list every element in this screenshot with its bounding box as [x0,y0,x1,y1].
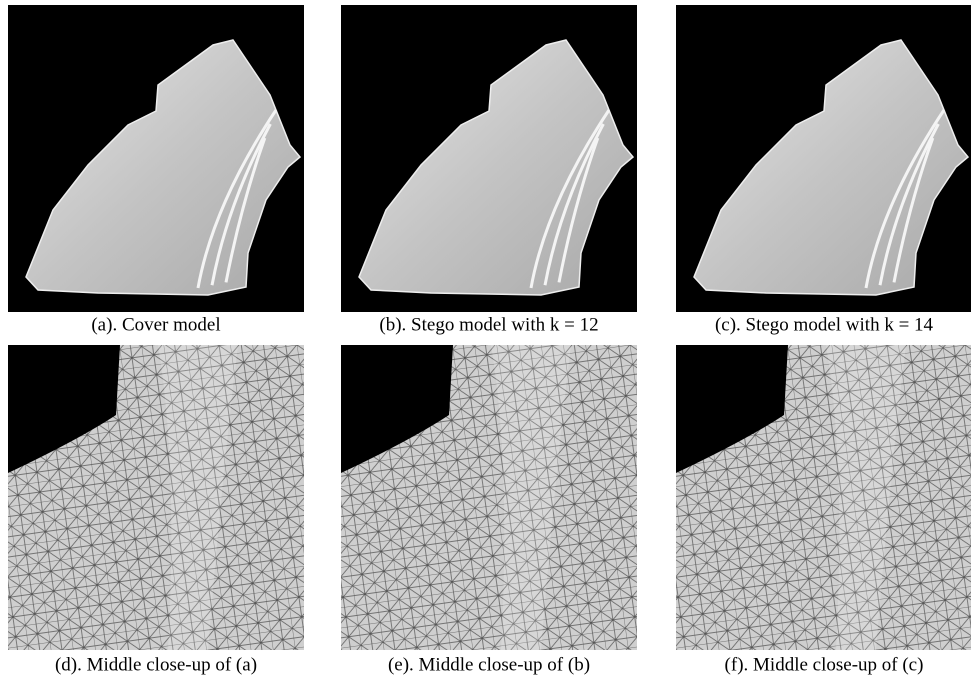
caption: (c). Stego model with k = 14 [715,314,934,335]
panel [676,345,971,650]
figure: (a). Cover model (b). Stego model with k … [0,0,971,683]
panel [341,5,637,312]
panel [341,345,637,650]
page: (a). Cover model (b). Stego model with k … [0,0,971,683]
caption: (a). Cover model [91,314,220,335]
panel [8,5,304,312]
caption: (b). Stego model with k = 12 [379,314,598,335]
panel [676,5,971,312]
caption: (d). Middle close-up of (a) [55,654,257,675]
caption: (f). Middle close-up of (c) [725,654,924,675]
caption: (e). Middle close-up of (b) [388,654,590,675]
panel [8,345,304,650]
